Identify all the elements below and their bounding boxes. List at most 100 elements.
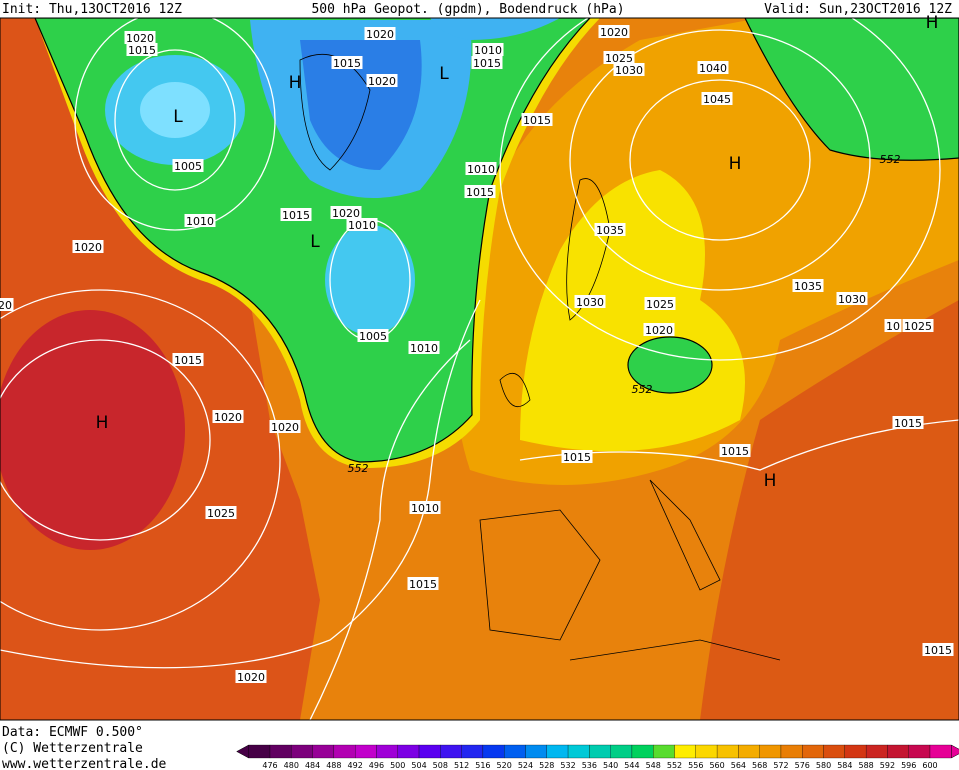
scale-label: 536	[582, 761, 597, 770]
scale-label: 556	[688, 761, 703, 770]
isobar-label-box	[701, 92, 733, 105]
isobar-label-box	[409, 501, 441, 514]
pressure-center: H	[729, 154, 742, 174]
isobar-label: 20	[0, 299, 12, 312]
contour-label: 552	[880, 153, 901, 166]
isobar	[0, 289, 281, 631]
pressure-center: L	[173, 107, 183, 127]
scale-swatch	[610, 744, 633, 759]
isobar-label-box	[598, 25, 630, 38]
scale-label: 532	[560, 761, 575, 770]
field-cold-south	[325, 225, 415, 335]
isobar-label-box	[471, 56, 503, 69]
scale-arrow-high	[951, 744, 959, 759]
isobar-label: 1030	[615, 64, 643, 77]
scale-label: 540	[603, 761, 618, 770]
scale-label: 580	[816, 761, 831, 770]
field-cutoff-low	[627, 336, 713, 394]
scale-swatch	[312, 744, 335, 759]
isobar-label-box	[719, 444, 751, 457]
field-cold-north	[430, 18, 560, 40]
map-title: 500 hPa Geopot. (gpdm), Bodendruck (hPa)	[311, 2, 624, 17]
field-warm-southeast	[700, 300, 959, 720]
isobar-label: 1025	[646, 298, 674, 311]
scale-label: 588	[858, 761, 873, 770]
pressure-center: H	[764, 471, 777, 491]
scale-swatch	[759, 744, 782, 759]
isobar-label-box	[892, 416, 924, 429]
italy-coast	[649, 479, 721, 591]
isobar-label: 1010	[411, 502, 439, 515]
isobar-label-box	[884, 319, 902, 332]
isobar	[74, 18, 276, 231]
scale-label: 524	[518, 761, 533, 770]
scale-swatch	[546, 744, 569, 759]
isobar-label: 1020	[332, 207, 360, 220]
scale-swatch	[674, 744, 696, 759]
pressure-center: H	[289, 73, 302, 93]
africa-coast	[569, 639, 781, 661]
isobar-label-box	[902, 319, 934, 332]
isobar-label: 1015	[466, 186, 494, 199]
scale-swatch	[482, 744, 505, 759]
scale-swatch	[738, 744, 760, 759]
pressure-center: H	[96, 413, 109, 433]
isobar-label: 1015	[174, 354, 202, 367]
isobar-label: 10	[886, 320, 900, 333]
isobar-label: 1010	[348, 219, 376, 232]
contour-label: 552	[632, 383, 653, 396]
scale-label: 560	[709, 761, 724, 770]
isobar-label: 1030	[576, 296, 604, 309]
isobar-label: 1020	[368, 75, 396, 88]
isobar-label: 1020	[600, 26, 628, 39]
data-source: Data: ECMWF 0.500°	[2, 725, 143, 740]
map-area	[0, 17, 959, 721]
scale-swatch	[780, 744, 803, 759]
isobar-label: 1015	[523, 114, 551, 127]
scale-swatch	[504, 744, 526, 759]
isobar-label-box	[330, 206, 362, 219]
isobar-label: 1045	[703, 93, 731, 106]
isobar-label: 1020	[126, 32, 154, 45]
scale-swatch	[653, 744, 675, 759]
isobar-label: 1015	[282, 209, 310, 222]
scale-swatch	[865, 744, 888, 759]
scale-label: 476	[262, 761, 277, 770]
scale-label: 564	[731, 761, 746, 770]
scale-swatch	[397, 744, 420, 759]
isobar-label-box	[465, 162, 497, 175]
scale-label: 516	[475, 761, 490, 770]
scale-swatch	[716, 744, 739, 759]
color-scale: 476 480 484 488 492 496 500 504 508 512 516 520 524 5…	[236, 744, 959, 770]
isobar-label-box	[235, 670, 267, 683]
isobar-label: 1020	[366, 28, 394, 41]
field-trough-northeast	[744, 18, 959, 161]
isobar	[519, 419, 959, 471]
pressure-center: L	[439, 64, 449, 84]
field-cold-west-core	[140, 82, 210, 138]
isobar-label: 1035	[794, 280, 822, 293]
scale-label: 528	[539, 761, 554, 770]
valid-time: Valid: Sun,23OCT2016 12Z	[764, 2, 952, 17]
isobar-label-box	[357, 329, 389, 342]
scale-label: 572	[773, 761, 788, 770]
isobar-label: 1015	[473, 57, 501, 70]
isobar-label: 1005	[359, 330, 387, 343]
isobar-label: 1010	[186, 215, 214, 228]
scale-swatch	[461, 744, 484, 759]
scale-swatch	[823, 744, 845, 759]
isobar	[629, 79, 811, 241]
scale-swatch	[269, 744, 292, 759]
iberia-coast	[479, 509, 601, 641]
isobar-label-box	[212, 410, 244, 423]
isobar	[114, 49, 236, 191]
scale-swatch	[802, 744, 824, 759]
isobar-label-box	[594, 223, 626, 236]
isobar-label: 1040	[699, 62, 727, 75]
scale-label: 584	[837, 761, 852, 770]
isobar-label: 1020	[645, 324, 673, 337]
scale-label: 552	[667, 761, 682, 770]
scale-swatch	[908, 744, 931, 759]
